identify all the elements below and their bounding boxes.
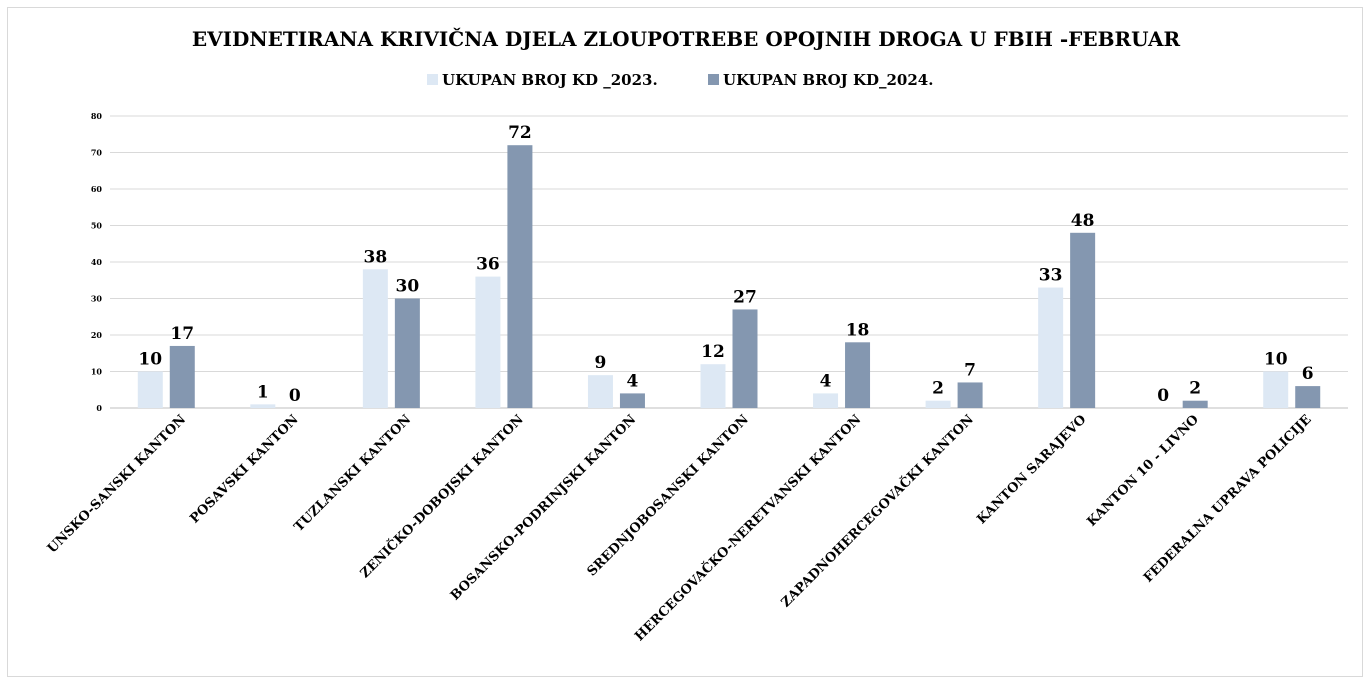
legend-swatch-2023 bbox=[427, 74, 438, 85]
y-axis: 0 10 20 30 40 50 60 70 80 bbox=[91, 111, 103, 413]
y-tick-label: 30 bbox=[91, 294, 103, 304]
y-tick-label: 60 bbox=[91, 184, 103, 194]
bar-2023 bbox=[701, 364, 726, 408]
bars bbox=[138, 145, 1320, 408]
bar-2024 bbox=[395, 299, 420, 409]
x-tick-label: HERCEGOVAČKO-NERETVANSKI KANTON bbox=[631, 411, 865, 645]
x-tick-label: KANTON SARAJEVO bbox=[974, 412, 1089, 527]
data-label: 10 bbox=[1264, 350, 1288, 370]
data-label: 10 bbox=[138, 350, 162, 370]
y-tick-label: 20 bbox=[91, 330, 103, 340]
x-tick-label: ZAPADNOHERCEGOVAČKI KANTON bbox=[777, 411, 977, 611]
bar-2023 bbox=[1263, 372, 1288, 409]
bar-2024 bbox=[845, 342, 870, 408]
y-tick-label: 70 bbox=[91, 148, 103, 158]
data-label: 6 bbox=[1302, 364, 1314, 384]
bar-2024 bbox=[170, 346, 195, 408]
bar-2024 bbox=[620, 393, 645, 408]
data-label: 72 bbox=[508, 123, 532, 143]
x-tick-label: KANTON 10 - LIVNO bbox=[1084, 412, 1202, 530]
bar-2023 bbox=[475, 277, 500, 408]
bar-2024 bbox=[1295, 386, 1320, 408]
bar-2024 bbox=[958, 382, 983, 408]
data-label: 4 bbox=[820, 371, 832, 391]
data-label: 27 bbox=[733, 287, 757, 307]
bar-2024 bbox=[1183, 401, 1208, 408]
data-label: 30 bbox=[396, 277, 420, 297]
data-label: 4 bbox=[627, 371, 639, 391]
bar-2024 bbox=[507, 145, 532, 408]
data-label: 17 bbox=[170, 324, 194, 344]
data-label: 33 bbox=[1039, 266, 1063, 286]
legend-label-2024: UKUPAN BROJ KD_2024. bbox=[723, 71, 933, 89]
bar-2023 bbox=[588, 375, 613, 408]
bar-2023 bbox=[813, 393, 838, 408]
chart-title: EVIDNETIRANA KRIVIČNA DJELA ZLOUPOTREBE … bbox=[192, 26, 1181, 51]
data-label: 48 bbox=[1071, 211, 1095, 231]
y-tick-label: 10 bbox=[91, 367, 103, 377]
data-label: 2 bbox=[1189, 379, 1201, 399]
legend: UKUPAN BROJ KD _2023. UKUPAN BROJ KD_202… bbox=[427, 71, 933, 89]
x-tick-label: TUZLANSKI KANTON bbox=[291, 412, 414, 535]
x-tick-label: UNSKO-SANSKI KANTON bbox=[45, 412, 189, 556]
bar-2023 bbox=[1038, 288, 1063, 408]
x-tick-label: POSAVSKI KANTON bbox=[187, 412, 301, 526]
y-tick-label: 0 bbox=[96, 403, 102, 413]
bar-2023 bbox=[363, 269, 388, 408]
data-label: 12 bbox=[701, 342, 725, 362]
data-label: 9 bbox=[595, 353, 607, 373]
data-label: 0 bbox=[289, 386, 301, 406]
data-label: 18 bbox=[846, 320, 870, 340]
data-label: 38 bbox=[364, 247, 388, 267]
legend-swatch-2024 bbox=[708, 74, 719, 85]
bar-2023 bbox=[926, 401, 951, 408]
bar-2023 bbox=[250, 404, 275, 408]
bar-2024 bbox=[1070, 233, 1095, 408]
data-label: 7 bbox=[964, 360, 976, 380]
y-tick-label: 40 bbox=[91, 257, 103, 267]
y-tick-label: 50 bbox=[91, 221, 103, 231]
x-tick-label: BOSANSKO-PODRINJSKI KANTON bbox=[448, 412, 639, 603]
data-label: 0 bbox=[1157, 386, 1169, 406]
y-tick-label: 80 bbox=[91, 111, 103, 121]
data-label: 2 bbox=[932, 379, 944, 399]
gridlines bbox=[110, 116, 1348, 408]
data-label: 36 bbox=[476, 255, 500, 275]
legend-label-2023: UKUPAN BROJ KD _2023. bbox=[442, 71, 658, 89]
bar-2024 bbox=[733, 309, 758, 408]
bar-2023 bbox=[138, 372, 163, 409]
data-label: 1 bbox=[257, 382, 269, 402]
